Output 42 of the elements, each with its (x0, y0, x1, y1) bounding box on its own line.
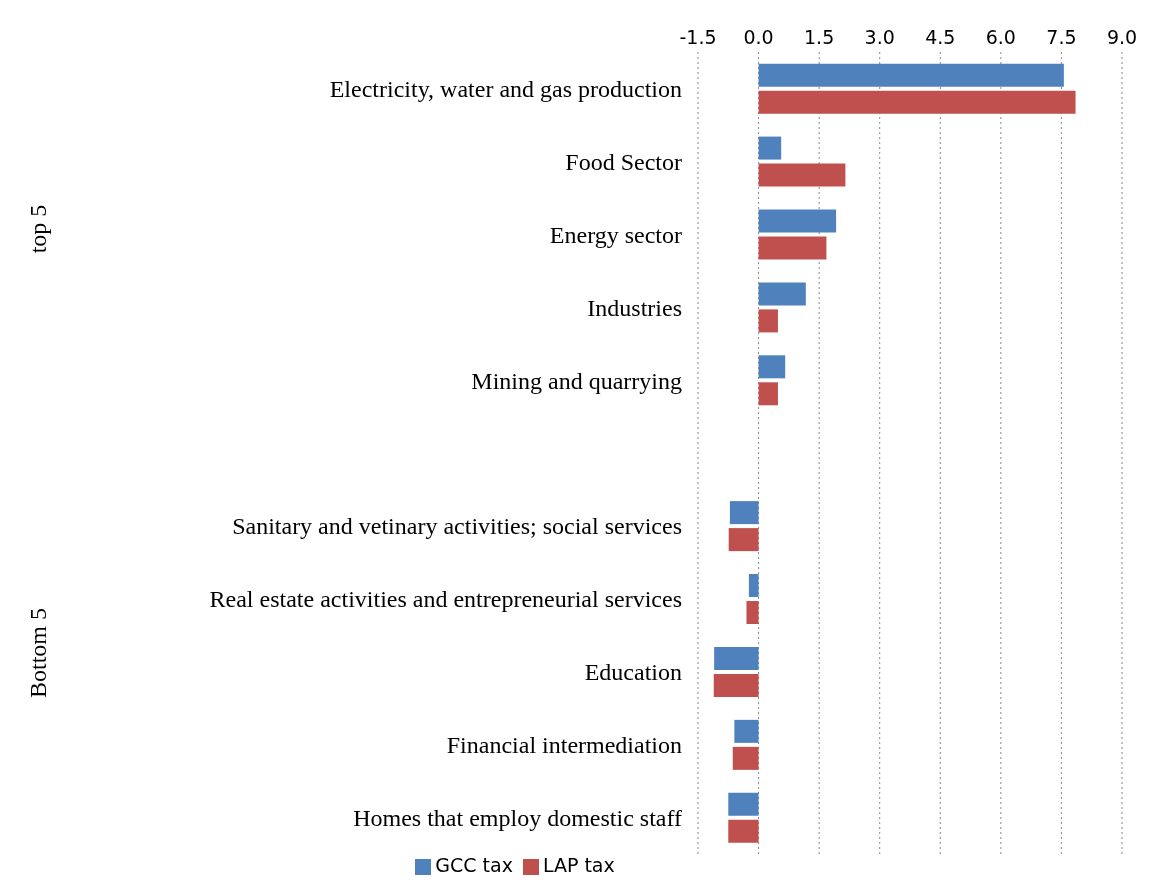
bar (758, 63, 1064, 87)
text: top 5 (24, 204, 52, 254)
y-tick-label: Education (584, 659, 682, 686)
bar (728, 792, 759, 816)
y-tick-label: Electricity, water and gas production (329, 75, 682, 102)
x-tick-label: 3.0 (864, 26, 895, 48)
bar (758, 163, 846, 187)
bar (758, 209, 837, 233)
y-tick-label: Mining and quarrying (471, 367, 682, 394)
bar (728, 819, 759, 843)
y-tick-label: Financial intermediation (446, 732, 682, 759)
bar (732, 746, 759, 770)
bar (746, 601, 759, 625)
y-tick-label: Food Sector (565, 148, 682, 175)
bar (758, 282, 806, 306)
bar (758, 90, 1076, 114)
bar (758, 236, 827, 260)
bar (734, 719, 759, 743)
y-tick-label: Energy sector (549, 221, 682, 248)
bar (729, 501, 759, 525)
x-tick-label: 6.0 (985, 26, 1016, 48)
y-tick-label: Sanitary and vetinary activities; social services (232, 513, 682, 540)
bar (758, 136, 782, 160)
x-tick-label: 4.5 (925, 26, 956, 48)
y-tick-label: Real estate activities and entrepreneurial services (209, 586, 682, 613)
y-tick-label: Industries (587, 294, 682, 321)
text: Bottom 5 (24, 608, 52, 699)
legend-label: GCC tax (435, 854, 513, 876)
x-tick-label: 0.0 (743, 26, 774, 48)
bar (758, 355, 786, 379)
bar (748, 574, 759, 598)
x-tick-label: 9.0 (1106, 26, 1138, 48)
bar (758, 309, 778, 333)
bar (758, 382, 778, 406)
bar (714, 646, 759, 670)
bar (713, 673, 759, 697)
x-tick-label: -1.5 (679, 26, 717, 48)
y-tick-label: Homes that employ domestic staff (353, 805, 683, 832)
legend-label: LAP tax (542, 854, 615, 876)
x-tick-label: 7.5 (1046, 26, 1077, 48)
bar (728, 528, 759, 552)
x-tick-label: 1.5 (804, 26, 835, 48)
